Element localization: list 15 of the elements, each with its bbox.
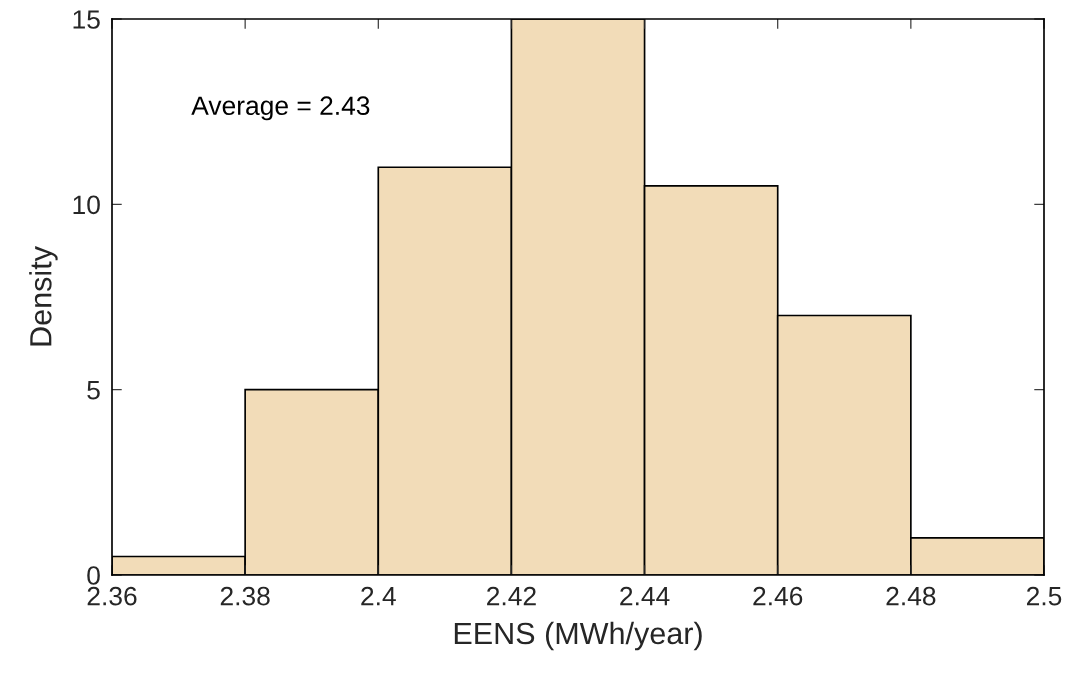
x-tick-label: 2.5 <box>1026 586 1062 606</box>
y-tick-label: 10 <box>73 195 100 215</box>
x-axis-title: EENS (MWh/year) <box>454 621 702 651</box>
x-tick-label: 2.46 <box>753 586 803 606</box>
y-tick-label: 15 <box>73 10 100 29</box>
x-tick-label: 2.42 <box>487 586 536 606</box>
x-tick-label: 2.48 <box>886 586 936 606</box>
x-tick-label: 2.36 <box>87 586 137 606</box>
x-tick-label: 2.38 <box>220 586 270 606</box>
annotation: Average = 2.43 <box>191 96 370 121</box>
x-tick-label: 2.44 <box>620 586 670 606</box>
y-tick-label: 0 <box>87 566 100 585</box>
x-tick-label: 2.4 <box>361 586 396 606</box>
y-axis-title: Density <box>29 246 58 346</box>
y-tick-label: 5 <box>87 381 100 400</box>
